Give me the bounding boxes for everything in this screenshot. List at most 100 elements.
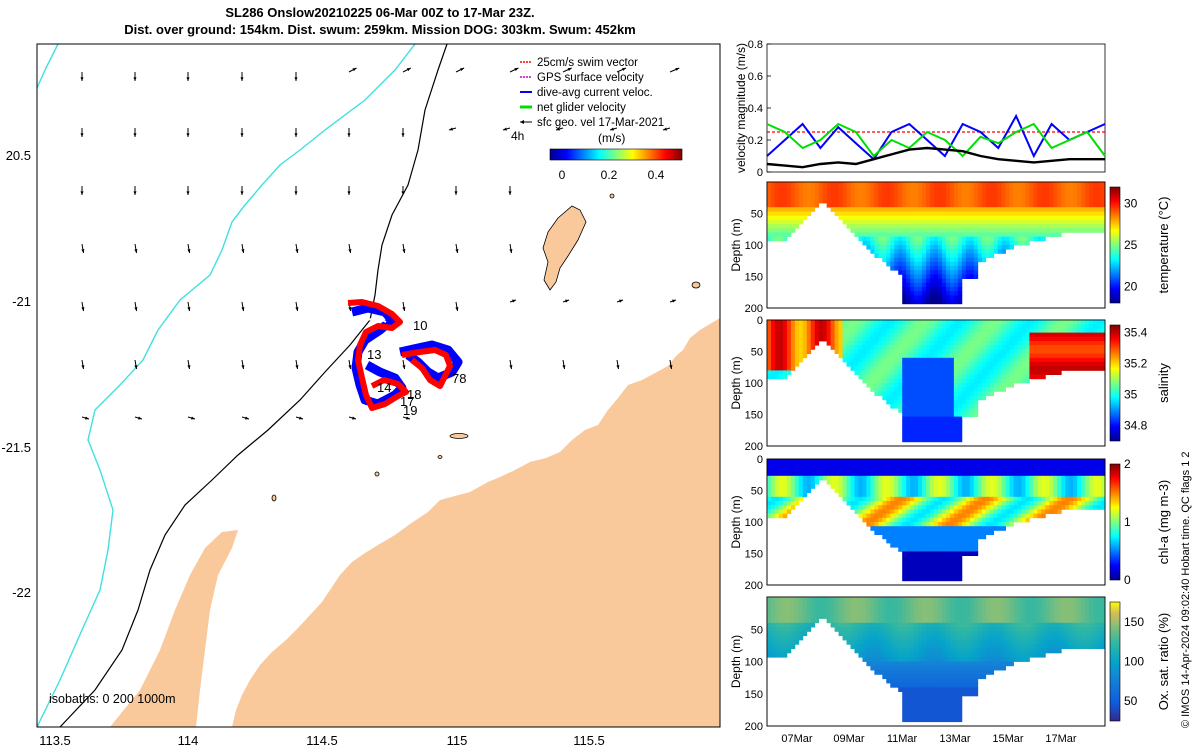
profile-cell [886, 207, 891, 212]
profile-cell [941, 517, 947, 523]
profile-cell [957, 274, 963, 279]
profile-cell [882, 635, 887, 641]
profile-cell [778, 224, 784, 229]
profile-cell [977, 370, 983, 375]
profile-cell [882, 370, 887, 375]
profile-cell [1045, 484, 1050, 489]
profile-cell [981, 362, 987, 367]
profile-cell [926, 349, 931, 354]
profile-cell [874, 509, 879, 514]
profile-cell [822, 194, 828, 200]
profile-cell [1001, 203, 1006, 208]
profile-cell [770, 328, 776, 333]
profile-cell [977, 349, 983, 354]
profile-cell [1061, 480, 1066, 485]
profile-cell [862, 467, 867, 472]
profile-cell [870, 211, 875, 216]
profile-cell [934, 416, 939, 422]
profile-cell [941, 324, 947, 329]
profile-cell [767, 631, 772, 637]
profile-cell [814, 614, 820, 619]
profile-cell [961, 266, 967, 271]
profile-cell [997, 203, 1003, 208]
profile-cell [1093, 194, 1098, 200]
profile-cell [937, 378, 943, 384]
profile-cell [918, 366, 923, 371]
profile-cell [918, 345, 923, 350]
profile-cell [993, 228, 999, 233]
profile-cell [918, 564, 923, 569]
profile-cell [1101, 228, 1106, 233]
profile-cell [1001, 186, 1006, 191]
profile-cell [854, 640, 859, 645]
profile-cell [906, 526, 911, 531]
profile-cell [858, 509, 863, 514]
profile-cell [1073, 207, 1078, 212]
profile-cell [953, 534, 959, 540]
profile-cell [961, 324, 967, 329]
profile-cell [870, 644, 875, 649]
profile-cell [1069, 190, 1074, 195]
profile-cell [922, 194, 927, 200]
profile-cell [973, 408, 979, 413]
profile-cell [993, 194, 999, 200]
profile-cell [965, 228, 971, 233]
profile-cell [922, 370, 927, 375]
profile-cell [937, 408, 943, 413]
profile-cell [902, 387, 907, 392]
profile-cell [969, 190, 975, 195]
profile-cell [778, 605, 784, 611]
profile-cell [949, 207, 955, 212]
profile-cell [1073, 215, 1078, 221]
profile-cell [786, 353, 792, 359]
profile-cell [945, 328, 951, 333]
profile-cell [969, 207, 975, 212]
profile-cell [770, 618, 776, 624]
profile-cell [902, 496, 907, 502]
profile-cell [957, 433, 963, 438]
profile-cell [985, 211, 991, 216]
colorbar-tick: 0 [1124, 573, 1131, 587]
profile-cell [973, 370, 979, 375]
profile-cell [842, 480, 847, 485]
profile-cell [1065, 324, 1070, 329]
profile-cell [810, 459, 816, 464]
profile-cell [1025, 215, 1030, 221]
profile-cell [1049, 211, 1054, 216]
profile-cell [997, 353, 1003, 359]
profile-cell [1033, 198, 1038, 204]
profile-cell [890, 215, 895, 221]
profile-cell [898, 618, 903, 624]
profile-cell [993, 345, 999, 350]
profile-cell [969, 224, 975, 229]
profile-cell [973, 366, 979, 371]
profile-cell [886, 657, 891, 662]
profile-cell [1057, 467, 1062, 472]
profile-cell [830, 186, 835, 191]
profile-cell [870, 357, 875, 363]
profile-cell [798, 341, 804, 346]
profile-cell [937, 513, 943, 519]
profile-cell [806, 328, 812, 333]
profile-cell [914, 576, 919, 582]
profile-cell [1001, 509, 1006, 514]
profile-cell [842, 475, 847, 481]
profile-cell [953, 471, 959, 477]
profile-cell [774, 362, 780, 367]
profile-cell [973, 328, 979, 333]
profile-cell [918, 471, 923, 477]
profile-cell [1041, 228, 1046, 233]
profile-cell [1101, 190, 1106, 195]
profile-cell [810, 190, 816, 195]
profile-cell [973, 186, 979, 191]
profile-cell [878, 324, 883, 329]
profile-cell [1097, 505, 1102, 510]
profile-cell [767, 198, 772, 204]
profile-cell [961, 341, 967, 346]
profile-cell [806, 345, 812, 350]
profile-cell [882, 496, 887, 502]
profile-cell [874, 370, 879, 375]
profile-cell [977, 186, 983, 191]
profile-cell [1025, 513, 1030, 519]
profile-cell [914, 404, 919, 409]
